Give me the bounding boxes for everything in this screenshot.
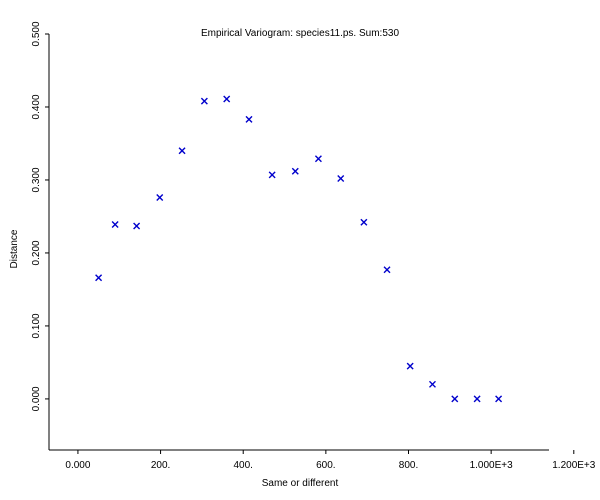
- data-point: [495, 395, 503, 403]
- y-tick-label: 0.300: [31, 167, 42, 192]
- data-point: [245, 115, 253, 123]
- y-axis-label: Distance: [9, 229, 20, 268]
- y-tick-label: 0.100: [31, 313, 42, 338]
- x-axis-ticks: 0.000 200. 400. 600. 800. 1.000E+3 1.200E+3: [65, 450, 596, 471]
- axes: [48, 34, 549, 451]
- data-points: [95, 95, 503, 403]
- data-point: [223, 95, 231, 103]
- y-axis-ticks: 0.000 0.100 0.200 0.300 0.400 0.500: [31, 21, 49, 411]
- y-tick-label: 0.400: [31, 94, 42, 119]
- y-tick-label: 0.500: [31, 21, 42, 46]
- data-point: [111, 220, 119, 228]
- data-point: [383, 266, 391, 274]
- y-tick-label: 0.200: [31, 240, 42, 265]
- data-point: [451, 395, 459, 403]
- x-tick-label: 1.200E+3: [552, 460, 596, 471]
- x-tick-label: 1.000E+3: [470, 460, 514, 471]
- x-tick-label: 800.: [399, 460, 418, 471]
- chart-title: Empirical Variogram: species11.ps. Sum:5…: [201, 28, 399, 39]
- data-point: [473, 395, 481, 403]
- data-point: [133, 222, 141, 230]
- data-point: [268, 171, 276, 179]
- x-axis-label: Same or different: [262, 478, 339, 489]
- data-point: [200, 97, 208, 105]
- data-point: [314, 155, 322, 163]
- x-tick-label: 400.: [233, 460, 252, 471]
- data-point: [178, 147, 186, 155]
- data-point: [360, 218, 368, 226]
- x-tick-label: 600.: [316, 460, 335, 471]
- y-tick-label: 0.000: [31, 386, 42, 411]
- x-tick-label: 0.000: [65, 460, 90, 471]
- data-point: [291, 167, 299, 175]
- data-point: [337, 175, 345, 183]
- data-point: [428, 380, 436, 388]
- data-point: [95, 274, 103, 282]
- data-point: [156, 193, 164, 201]
- x-tick-label: 200.: [151, 460, 170, 471]
- data-point: [406, 362, 414, 370]
